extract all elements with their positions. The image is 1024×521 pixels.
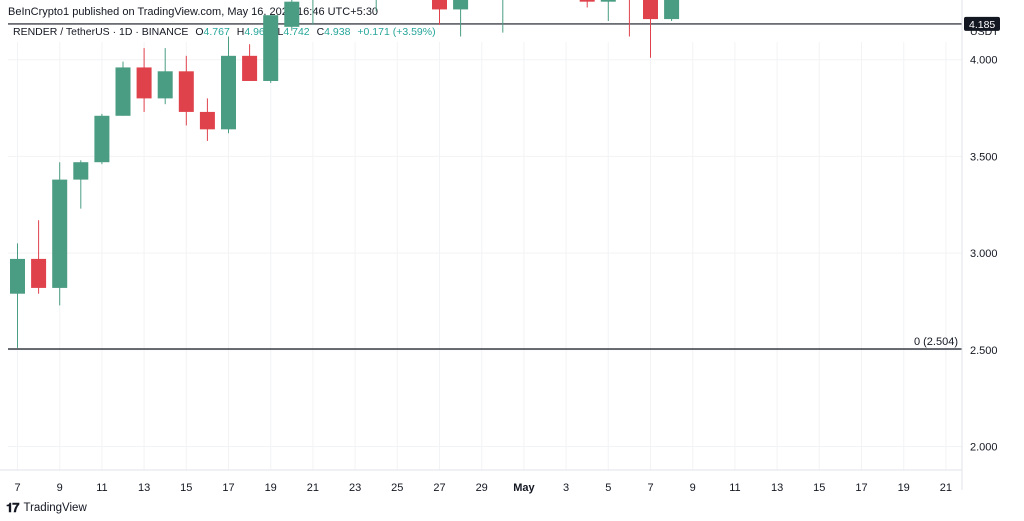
candle-up[interactable] [157,48,173,105]
candle-body [94,115,110,163]
candle-down[interactable] [622,0,637,37]
candle-up[interactable] [284,0,300,31]
time-tick-label: 13 [138,482,150,494]
time-tick-label: 23 [349,482,361,494]
candle-body [199,111,215,130]
time-tick-label: 13 [771,482,783,494]
low-value: 4.742 [283,26,310,38]
support-price-text: 4.185 [969,19,995,31]
candle-body [284,1,300,27]
change-value: +0.171 (+3.59%) [357,26,436,38]
time-tick-label: 29 [476,482,488,494]
candle-body [157,71,173,99]
tradingview-logo-text: TradingView [23,502,87,514]
candle-body [31,258,47,288]
candle-up[interactable] [600,0,616,22]
time-axis: 7 9 11 13 15 17 19 21 23 25 27 29 May 3 5 7 9 11 13 15 17 19 2… [0,469,962,494]
candle-body [242,55,258,81]
candle-up[interactable] [495,0,510,33]
time-tick-label: 19 [265,482,277,494]
horizontal-levels: 0.382 (6.093)0.236 (4.721)0 (2.504) [8,23,962,350]
candle-body [263,15,279,81]
tradingview-logo[interactable]: 𝟏𝟕 TradingView [6,500,87,516]
close-value: 4.938 [324,26,351,38]
candle-down[interactable] [242,44,258,81]
time-tick-label: 21 [940,482,952,494]
candle-up[interactable] [221,36,236,134]
time-tick-label: 7 [647,482,653,494]
candle-down[interactable] [136,48,152,112]
candle-body [136,67,152,99]
candle-body [432,0,447,10]
time-tick-label: 7 [14,482,20,494]
candle-body [178,71,194,112]
candle-up[interactable] [73,160,89,209]
symbol-legend: RENDER / TetherUS · 1D · BINANCE O4.767 … [13,26,436,38]
price-badges: 4.93812:43:414.185 [964,16,1000,31]
candle-up[interactable] [52,162,68,306]
candle-up[interactable] [115,61,131,116]
candle-body [10,258,25,294]
time-tick-label: 9 [690,482,696,494]
candles [10,0,680,348]
candle-up[interactable] [453,0,469,37]
candle-down[interactable] [178,55,194,126]
candle-body [579,0,595,2]
candle-down[interactable] [643,0,658,58]
price-tick-label: 4.000 [970,55,998,67]
price-tick-label: 3.500 [970,151,998,163]
candle-down[interactable] [199,98,215,141]
time-tick-label: 19 [898,482,910,494]
time-tick-label: 15 [813,482,825,494]
close-key: C [316,26,325,38]
open-value: 4.767 [203,26,230,38]
open-key: O [195,26,204,38]
candle-down[interactable] [31,220,47,294]
time-tick-label: 3 [563,482,569,494]
candle-body [73,162,89,180]
time-tick-label: 15 [180,482,192,494]
candle-down[interactable] [579,0,595,8]
time-tick-label: 25 [391,482,403,494]
price-axis: 2.0002.5003.0003.5004.0004.5005.0005.500… [961,0,998,490]
price-tick-label: 2.500 [970,345,998,357]
tradingview-logo-icon: 𝟏𝟕 [6,500,20,515]
time-tick-label: 17 [222,482,234,494]
support-price-badge [964,16,1000,31]
candle-body [52,179,68,288]
time-tick-label: 9 [57,482,63,494]
high-key: H [236,26,245,38]
level-label: 0 (2.504) [914,336,958,348]
candle-up[interactable] [94,113,110,165]
symbol-name[interactable]: RENDER / TetherUS · 1D · BINANCE [13,26,189,38]
candle-body [643,0,658,20]
low-key: L [277,26,284,38]
time-tick-label: 27 [433,482,445,494]
candle-up[interactable] [10,243,25,348]
candle-body [664,0,680,20]
time-tick-label: 21 [307,482,319,494]
price-tick-label: 3.000 [970,248,998,260]
time-tick-label: 17 [855,482,867,494]
candle-up[interactable] [369,0,384,12]
chart-grid [8,42,962,470]
time-tick-label: 5 [605,482,611,494]
price-tick-label: 2.000 [970,442,998,454]
time-tick-label: May [513,482,535,494]
candle-down[interactable] [432,0,447,25]
candle-body [221,55,236,130]
candle-body [600,0,616,2]
time-tick-label: 11 [729,482,740,494]
candle-up[interactable] [664,0,680,22]
candle-up[interactable] [263,15,279,83]
candle-up[interactable] [305,0,320,25]
candle-body [453,0,469,10]
candle-body [115,67,131,116]
time-tick-label: 11 [96,482,107,494]
